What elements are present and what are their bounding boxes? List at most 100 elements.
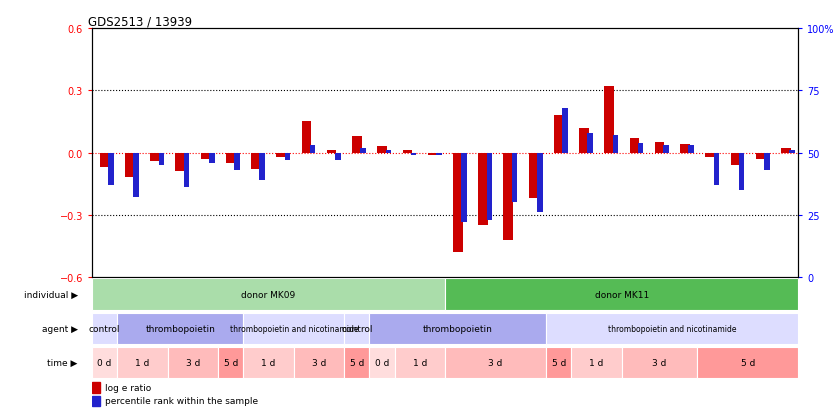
Bar [428, 153, 437, 155]
Bar [613, 136, 619, 153]
Bar [159, 153, 164, 166]
Bar [125, 153, 135, 178]
Text: 1 d: 1 d [589, 358, 604, 367]
Bar [344, 313, 370, 344]
Text: 3 d: 3 d [312, 358, 326, 367]
Bar [554, 116, 563, 153]
Text: log e ratio: log e ratio [104, 383, 151, 392]
Bar [638, 143, 644, 153]
Bar [92, 279, 445, 310]
Bar [302, 122, 311, 153]
Bar [436, 153, 441, 156]
Bar [285, 153, 290, 161]
Bar [503, 153, 513, 240]
Bar [588, 133, 593, 153]
Text: 1 d: 1 d [262, 358, 276, 367]
Bar [461, 153, 466, 223]
Bar [478, 153, 488, 225]
Bar [537, 153, 543, 213]
Bar [764, 153, 770, 171]
Bar [277, 153, 286, 157]
Bar [310, 146, 315, 153]
Bar [563, 109, 568, 153]
Bar [789, 151, 795, 153]
Bar [327, 151, 336, 153]
Bar [370, 347, 395, 378]
Bar [243, 347, 293, 378]
Bar [630, 139, 640, 153]
Bar [133, 153, 139, 198]
Bar [243, 313, 344, 344]
Bar [176, 153, 185, 172]
Text: donor MK09: donor MK09 [242, 290, 296, 299]
Bar [209, 153, 215, 163]
Bar [201, 153, 211, 159]
Bar [99, 153, 110, 168]
Bar [546, 313, 798, 344]
Bar [150, 153, 160, 161]
Bar [739, 153, 744, 190]
Bar [251, 153, 261, 170]
Text: 3 d: 3 d [186, 358, 200, 367]
Text: donor MK11: donor MK11 [594, 290, 649, 299]
Bar [226, 153, 236, 164]
Text: time ▶: time ▶ [48, 358, 78, 367]
Bar [445, 279, 798, 310]
Text: 3 d: 3 d [488, 358, 502, 367]
Bar [697, 347, 798, 378]
Text: thrombopoietin and nicotinamide: thrombopoietin and nicotinamide [230, 324, 358, 333]
Bar [655, 143, 665, 153]
Bar [234, 153, 240, 171]
Bar [218, 347, 243, 378]
Bar [370, 313, 546, 344]
Bar [546, 347, 571, 378]
Bar [108, 153, 114, 185]
Bar [706, 153, 715, 157]
Bar [184, 153, 189, 188]
Text: 1 d: 1 d [413, 358, 427, 367]
Bar [293, 347, 344, 378]
Bar [117, 347, 168, 378]
Bar [92, 347, 117, 378]
Text: 5 d: 5 d [741, 358, 755, 367]
Bar [117, 313, 243, 344]
Text: thrombopoietin: thrombopoietin [423, 324, 492, 333]
Text: control: control [89, 324, 120, 333]
Bar [92, 382, 100, 393]
Bar [680, 145, 690, 153]
Bar [92, 396, 100, 406]
Text: 5 d: 5 d [552, 358, 566, 367]
Text: 0 d: 0 d [375, 358, 390, 367]
Bar [731, 153, 740, 166]
Text: thrombopoietin: thrombopoietin [145, 324, 215, 333]
Text: 0 d: 0 d [97, 358, 112, 367]
Bar [335, 153, 341, 161]
Bar [453, 153, 462, 253]
Bar [395, 347, 445, 378]
Text: 5 d: 5 d [349, 358, 364, 367]
Bar [385, 151, 391, 153]
Text: individual ▶: individual ▶ [23, 290, 78, 299]
Bar [259, 153, 265, 180]
Text: 5 d: 5 d [223, 358, 238, 367]
Bar [528, 153, 538, 199]
Bar [604, 87, 614, 153]
Bar [756, 153, 765, 159]
Bar [445, 347, 546, 378]
Bar [377, 147, 387, 153]
Bar [512, 153, 517, 203]
Bar [344, 347, 370, 378]
Bar [622, 347, 697, 378]
Text: control: control [341, 324, 373, 333]
Bar [579, 128, 589, 153]
Bar [487, 153, 492, 220]
Text: thrombopoietin and nicotinamide: thrombopoietin and nicotinamide [608, 324, 737, 333]
Text: agent ▶: agent ▶ [42, 324, 78, 333]
Bar [360, 148, 366, 153]
Bar [663, 146, 669, 153]
Text: 3 d: 3 d [652, 358, 667, 367]
Bar [402, 151, 412, 153]
Text: percentile rank within the sample: percentile rank within the sample [104, 396, 257, 406]
Text: GDS2513 / 13939: GDS2513 / 13939 [89, 16, 192, 29]
Bar [571, 347, 622, 378]
